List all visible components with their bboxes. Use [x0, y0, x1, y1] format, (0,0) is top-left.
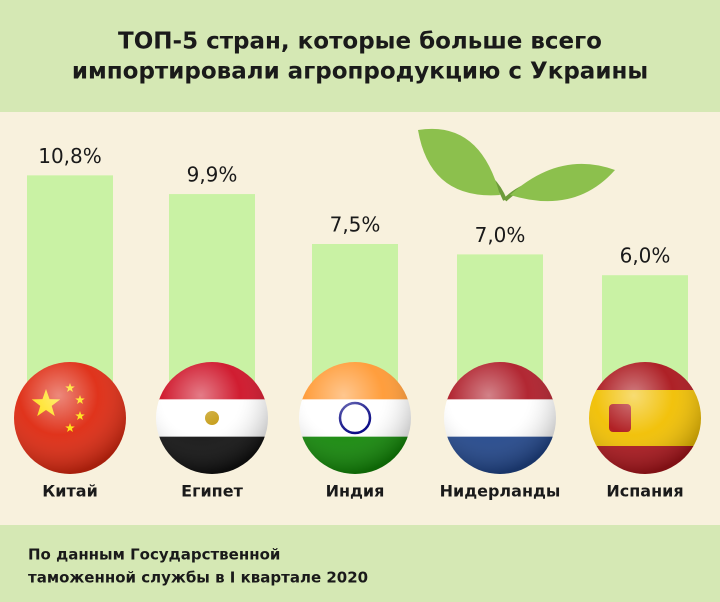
value-label: 7,5%	[330, 213, 381, 237]
header-band	[0, 0, 720, 112]
footer-band	[0, 525, 720, 602]
chart-title: импортировали агропродукцию с Украины	[72, 59, 648, 85]
x-tick-label: Египет	[181, 482, 243, 501]
flag-shine	[156, 362, 268, 474]
x-tick-label: Испания	[606, 482, 683, 501]
flag-shine	[589, 362, 701, 474]
value-label: 9,9%	[187, 163, 238, 187]
value-label: 7,0%	[475, 223, 526, 247]
note: таможенной службы в I квартале 2020	[28, 569, 368, 587]
flag-shine	[14, 362, 126, 474]
note: По данным Государственной	[28, 546, 280, 564]
x-tick-label: Нидерланды	[440, 482, 561, 501]
flag-shine	[444, 362, 556, 474]
x-tick-label: Индия	[326, 482, 385, 501]
x-tick-label: Китай	[42, 482, 98, 501]
chart-title: ТОП-5 стран, которые больше всего	[118, 29, 602, 55]
value-label: 10,8%	[38, 144, 102, 168]
leaves	[418, 128, 615, 202]
value-label: 6,0%	[620, 244, 671, 268]
flag-shine	[299, 362, 411, 474]
